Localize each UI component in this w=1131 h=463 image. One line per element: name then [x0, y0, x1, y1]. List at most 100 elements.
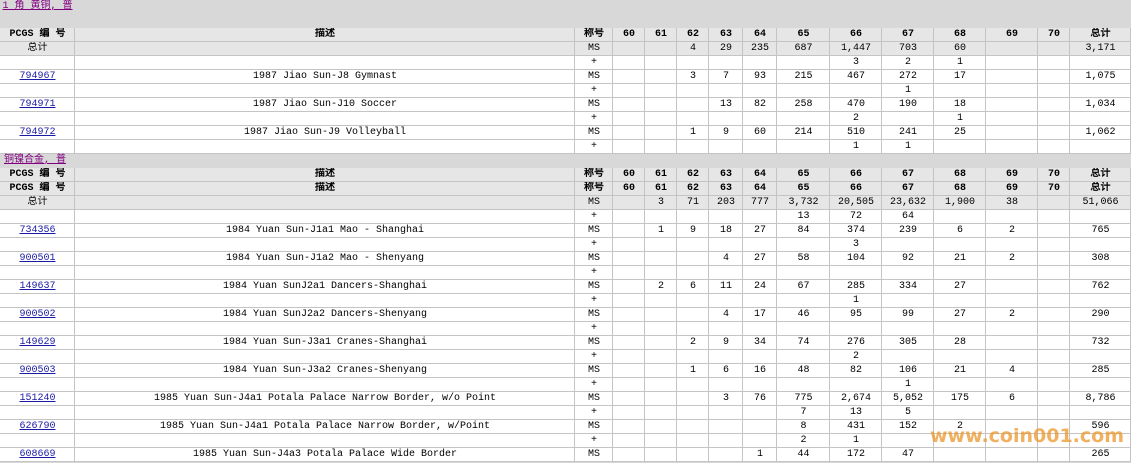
pcgs-link[interactable]: 149637	[19, 281, 56, 292]
cell: 900502	[0, 308, 75, 322]
pcgs-link[interactable]: 149629	[19, 337, 56, 348]
cell: 92	[882, 252, 934, 266]
cell	[743, 56, 777, 70]
header-row: PCGS 编 号描述 称号 60 61 62 63 64 65 66 67 68 69 70 总计	[0, 168, 1131, 182]
cell	[613, 140, 645, 154]
section-title-link[interactable]: 铜镍合金, 普	[4, 155, 67, 166]
cell	[0, 56, 75, 70]
cell	[645, 420, 677, 434]
cell: 6	[677, 280, 709, 294]
cell: 7	[709, 70, 743, 84]
section-title-link[interactable]: 1 角 黄铜, 普	[2, 1, 73, 12]
pcgs-link[interactable]: 794972	[19, 127, 56, 138]
cell: 3	[677, 70, 709, 84]
cell	[0, 322, 75, 336]
cell	[75, 406, 575, 420]
cell	[743, 294, 777, 308]
cell	[882, 322, 934, 336]
cell: 8	[777, 420, 830, 434]
cell: 510	[830, 126, 882, 140]
cell	[882, 266, 934, 280]
pcgs-link[interactable]: 794967	[19, 71, 56, 82]
cell	[1038, 392, 1070, 406]
cell	[613, 42, 645, 56]
cell: +	[575, 266, 613, 280]
cell	[777, 322, 830, 336]
pcgs-link[interactable]: 734356	[19, 225, 56, 236]
cell: 82	[743, 98, 777, 112]
cell	[75, 196, 575, 210]
cell	[1038, 98, 1070, 112]
cell	[986, 420, 1038, 434]
cell: 27	[934, 308, 986, 322]
pcgs-link[interactable]: 626790	[19, 421, 56, 432]
cell: 66	[830, 28, 882, 42]
pcgs-link[interactable]: 900501	[19, 253, 56, 264]
cell	[882, 112, 934, 126]
cell	[986, 322, 1038, 336]
table-row: +	[0, 322, 1131, 336]
table-row: 900502 1984 Yuan SunJ2a2 Dancers-Shenyang…	[0, 308, 1131, 322]
pcgs-link[interactable]: 608669	[19, 449, 56, 460]
cell: 27	[934, 280, 986, 294]
table-row: +1	[0, 294, 1131, 308]
table-row: 149637 1984 Yuan SunJ2a1 Dancers-Shanghai…	[0, 280, 1131, 294]
cell: 21	[934, 252, 986, 266]
cell: 38	[986, 196, 1038, 210]
cell	[0, 84, 75, 98]
cell: 18	[709, 224, 743, 238]
cell	[1038, 42, 1070, 56]
cell	[934, 448, 986, 462]
cell: +	[575, 112, 613, 126]
cell: 1	[934, 56, 986, 70]
cell: 67	[777, 280, 830, 294]
cell: 9	[709, 126, 743, 140]
cell	[645, 350, 677, 364]
cell: 775	[777, 392, 830, 406]
cell: 1985 Yuan Sun-J4a1 Potala Palace Narrow …	[75, 392, 575, 406]
cell: 60	[934, 42, 986, 56]
cell	[677, 420, 709, 434]
cell: 2	[986, 224, 1038, 238]
cell	[934, 238, 986, 252]
cell: 734356	[0, 224, 75, 238]
cell	[1070, 378, 1131, 392]
cell	[613, 196, 645, 210]
cell: 3,732	[777, 196, 830, 210]
cell: 76	[743, 392, 777, 406]
cell	[743, 350, 777, 364]
cell: 61	[645, 168, 677, 182]
pcgs-link[interactable]: 900502	[19, 309, 56, 320]
cell	[986, 406, 1038, 420]
pcgs-link[interactable]: 900503	[19, 365, 56, 376]
cell	[1070, 322, 1131, 336]
cell: 276	[830, 336, 882, 350]
cell: 285	[830, 280, 882, 294]
cell	[743, 140, 777, 154]
pcgs-link[interactable]: 794971	[19, 99, 56, 110]
cell	[882, 350, 934, 364]
cell: 3,171	[1070, 42, 1131, 56]
cell: +	[575, 56, 613, 70]
cell	[830, 84, 882, 98]
cell: 190	[882, 98, 934, 112]
cell	[1038, 266, 1070, 280]
cell	[613, 308, 645, 322]
cell	[0, 434, 75, 448]
cell: 334	[882, 280, 934, 294]
cell: 4	[986, 364, 1038, 378]
table-row: +3	[0, 238, 1131, 252]
cell: 608669	[0, 448, 75, 462]
table-row: 总计 MS 3 71 203 777 3,732 20,505 23,632 1,900 38 51,…	[0, 196, 1131, 210]
cell	[1070, 84, 1131, 98]
cell	[1070, 112, 1131, 126]
cell	[677, 350, 709, 364]
cell: +	[575, 140, 613, 154]
cell	[677, 392, 709, 406]
cell: 65	[777, 28, 830, 42]
cell	[777, 56, 830, 70]
pcgs-link[interactable]: 151240	[19, 393, 56, 404]
cell	[743, 322, 777, 336]
cell	[1038, 448, 1070, 462]
cell: 61	[645, 182, 677, 196]
